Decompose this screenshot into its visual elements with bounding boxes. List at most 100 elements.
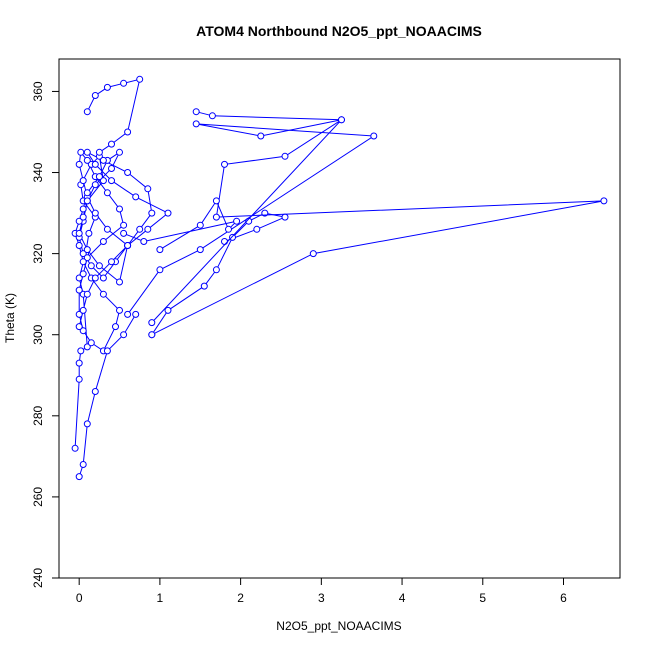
data-point — [75, 229, 83, 237]
y-tick-label: 280 — [31, 405, 45, 425]
data-point — [192, 108, 200, 116]
data-point — [87, 262, 95, 270]
data-point — [124, 242, 132, 249]
data-point — [120, 79, 128, 87]
x-tick-label: 4 — [399, 591, 406, 605]
data-point — [103, 347, 111, 355]
y-tick-label: 320 — [31, 243, 45, 263]
data-point — [75, 359, 83, 367]
data-point — [79, 327, 87, 335]
data-point — [600, 197, 608, 205]
x-tick-label: 3 — [318, 591, 325, 605]
data-point — [233, 217, 241, 225]
data-point — [79, 205, 87, 213]
data-point — [124, 169, 132, 176]
data-point — [95, 173, 103, 181]
data-point — [83, 197, 91, 205]
data-point — [75, 274, 83, 282]
data-point — [196, 246, 204, 254]
data-point — [225, 225, 232, 233]
data-point — [196, 221, 204, 229]
data-point — [370, 132, 378, 140]
data-point — [79, 270, 87, 278]
data-point — [83, 108, 91, 116]
data-point — [140, 238, 148, 245]
data-point — [200, 282, 208, 290]
data-point — [156, 266, 164, 274]
data-point — [144, 185, 152, 193]
data-point — [253, 225, 261, 233]
x-tick-label: 6 — [560, 591, 567, 605]
data-point — [75, 160, 83, 168]
data-point — [148, 209, 156, 217]
data-point — [95, 148, 103, 156]
data-point — [164, 306, 172, 314]
plot-frame — [58, 58, 621, 579]
data-point — [120, 221, 128, 229]
data-point — [208, 112, 216, 120]
y-tick-label: 300 — [31, 324, 45, 344]
data-point — [87, 339, 95, 347]
data-point — [91, 92, 99, 99]
data-point — [156, 246, 164, 254]
data-point — [75, 310, 83, 318]
y-axis: 240 260 280 300 320 340 360 — [31, 81, 60, 588]
data-point — [132, 193, 140, 201]
data-point — [85, 229, 93, 237]
data-point — [99, 156, 107, 164]
y-tick-label: 240 — [31, 568, 45, 588]
data-point — [83, 189, 91, 197]
data-point — [79, 461, 87, 468]
y-tick-label: 340 — [31, 162, 45, 182]
data-point — [108, 177, 115, 185]
data-point — [79, 306, 87, 314]
data-point — [212, 213, 220, 221]
data-point — [108, 140, 115, 148]
data-point — [83, 420, 91, 428]
series-group — [71, 75, 608, 481]
y-tick-label: 360 — [31, 81, 45, 101]
data-point — [99, 177, 107, 185]
x-tick-label: 5 — [479, 591, 486, 605]
data-point — [79, 250, 87, 258]
data-point — [136, 225, 144, 233]
data-point — [103, 83, 111, 91]
data-point — [120, 229, 128, 237]
data-point — [75, 473, 83, 481]
series-line — [151, 119, 604, 336]
x-tick-label: 1 — [157, 591, 164, 605]
x-axis: 0 1 2 3 4 5 6 — [76, 577, 567, 605]
data-point — [91, 181, 99, 189]
data-point — [83, 148, 91, 156]
data-point — [71, 444, 79, 452]
data-point — [75, 242, 83, 249]
y-axis-label: Theta (K) — [3, 293, 17, 343]
data-point — [281, 213, 289, 221]
data-point — [116, 205, 123, 213]
series-line — [78, 314, 137, 477]
series-line — [151, 212, 287, 335]
data-point — [99, 238, 107, 245]
x-axis-label: N2O5_ppt_NOAACIMS — [276, 619, 401, 633]
data-point — [83, 246, 91, 254]
data-point — [91, 274, 99, 282]
data-point — [148, 319, 156, 327]
data-point — [229, 233, 236, 241]
data-point — [212, 266, 220, 274]
data-point — [91, 388, 99, 395]
data-point — [108, 258, 115, 266]
data-point — [212, 197, 220, 205]
data-point — [83, 343, 91, 351]
data-point — [79, 213, 87, 221]
y-tick-label: 260 — [31, 487, 45, 507]
data-point — [164, 209, 172, 217]
data-point — [83, 290, 91, 298]
data-point — [192, 120, 200, 128]
data-point — [75, 217, 83, 225]
data-point — [99, 290, 107, 298]
data-point — [83, 156, 91, 164]
data-point — [75, 286, 83, 294]
data-point — [338, 116, 345, 124]
x-tick-label: 2 — [237, 591, 244, 605]
